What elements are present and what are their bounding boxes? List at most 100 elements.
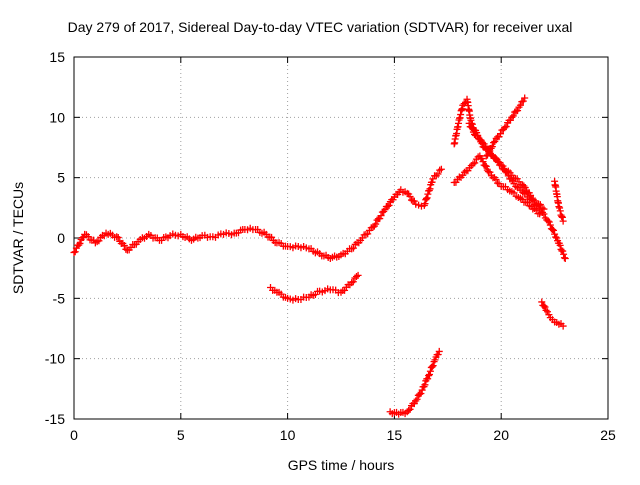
data-point-track bbox=[406, 192, 414, 200]
data-point-track bbox=[413, 395, 421, 403]
y-tick-label: 5 bbox=[57, 170, 65, 186]
data-point-track bbox=[434, 351, 442, 359]
data-point-track bbox=[196, 234, 204, 242]
data-point-track bbox=[292, 295, 300, 303]
data-point-track bbox=[351, 274, 359, 282]
data-point-track bbox=[425, 186, 433, 194]
data-point-track bbox=[478, 138, 486, 146]
data-point-track bbox=[492, 176, 500, 184]
data-point-track bbox=[495, 133, 503, 141]
data-point-track bbox=[514, 193, 522, 201]
data-point-track bbox=[426, 185, 434, 193]
data-point-track bbox=[467, 123, 475, 131]
data-point-track bbox=[460, 100, 468, 108]
data-point-track bbox=[228, 231, 236, 239]
data-point-track bbox=[349, 244, 357, 252]
data-point-track bbox=[357, 236, 365, 244]
data-point-track bbox=[302, 294, 310, 302]
data-point-track bbox=[100, 232, 108, 240]
data-point-track bbox=[405, 406, 413, 414]
data-point-track bbox=[527, 191, 535, 199]
data-point-track bbox=[520, 182, 528, 190]
data-point-track bbox=[217, 230, 225, 238]
data-point-track bbox=[424, 190, 432, 198]
data-point-track bbox=[71, 248, 79, 256]
data-point-track bbox=[334, 289, 342, 297]
data-point-track bbox=[424, 375, 432, 383]
data-point-track bbox=[550, 226, 558, 234]
data-point-track bbox=[481, 162, 489, 170]
data-point-track bbox=[281, 293, 289, 301]
data-point-track bbox=[423, 194, 431, 202]
data-point-track bbox=[416, 390, 424, 398]
y-axis-label: SDTVAR / TECUs bbox=[10, 181, 26, 295]
data-point-track bbox=[302, 244, 310, 252]
x-axis-label: GPS time / hours bbox=[287, 457, 395, 473]
data-point-track bbox=[541, 303, 549, 311]
data-point-track bbox=[410, 197, 418, 205]
data-point-track bbox=[466, 164, 474, 172]
data-point-track bbox=[471, 159, 479, 167]
x-tick-label: 15 bbox=[387, 427, 403, 443]
data-point-track bbox=[488, 143, 496, 151]
data-point-track bbox=[132, 240, 140, 248]
data-point-track bbox=[501, 124, 509, 132]
data-point-track bbox=[509, 112, 517, 120]
data-point-track bbox=[506, 169, 514, 177]
data-point-track bbox=[90, 236, 98, 244]
data-point-track bbox=[436, 166, 444, 174]
data-point-track bbox=[364, 230, 372, 238]
data-point-track bbox=[377, 212, 385, 220]
data-point-track bbox=[494, 179, 502, 187]
data-point-track bbox=[554, 199, 562, 207]
data-point-track bbox=[406, 405, 414, 413]
data-point-track bbox=[372, 220, 380, 228]
data-point-track bbox=[458, 105, 466, 113]
data-point-track bbox=[314, 287, 322, 295]
data-point-track bbox=[385, 201, 393, 209]
data-point-track bbox=[534, 210, 542, 218]
data-point-track bbox=[552, 233, 560, 241]
data-point-track bbox=[426, 367, 434, 375]
data-point-track bbox=[515, 103, 523, 111]
data-point-track bbox=[545, 218, 553, 226]
data-point bbox=[559, 217, 567, 225]
data-point-track bbox=[487, 144, 495, 152]
x-tick-label: 5 bbox=[177, 427, 185, 443]
y-tick-label: -5 bbox=[53, 290, 66, 306]
data-point-track bbox=[421, 381, 429, 389]
data-point-track bbox=[502, 123, 510, 131]
data-point-track bbox=[434, 170, 442, 178]
data-point-track bbox=[506, 116, 514, 124]
data-point-track bbox=[349, 278, 357, 286]
data-point-track bbox=[422, 195, 430, 203]
data-point bbox=[465, 119, 473, 127]
data-point-track bbox=[425, 371, 433, 379]
data-point-track bbox=[93, 238, 101, 246]
x-tick-label: 25 bbox=[600, 427, 616, 443]
data-point-track bbox=[551, 318, 559, 326]
data-point-track bbox=[483, 151, 491, 159]
data-point-track bbox=[560, 254, 568, 262]
data-point-track bbox=[389, 196, 397, 204]
data-point-track bbox=[410, 400, 418, 408]
data-point-track bbox=[496, 130, 504, 138]
data-point-track bbox=[560, 250, 568, 258]
data-point-track bbox=[548, 225, 556, 233]
data-point-track bbox=[490, 139, 498, 147]
data-point-track bbox=[164, 234, 172, 242]
data-point-track bbox=[114, 234, 122, 242]
data-point-track bbox=[558, 213, 566, 221]
y-tick-label: 10 bbox=[49, 109, 65, 125]
data-point-track bbox=[556, 241, 564, 249]
data-point-track bbox=[521, 184, 529, 192]
data-point-track bbox=[504, 186, 512, 194]
data-point-track bbox=[557, 320, 565, 328]
data-point-track bbox=[556, 207, 564, 215]
data-point bbox=[437, 165, 445, 173]
data-point-track bbox=[314, 248, 322, 256]
data-point-track bbox=[540, 302, 548, 310]
data-point-track bbox=[384, 202, 392, 210]
data-point-track bbox=[519, 97, 527, 105]
